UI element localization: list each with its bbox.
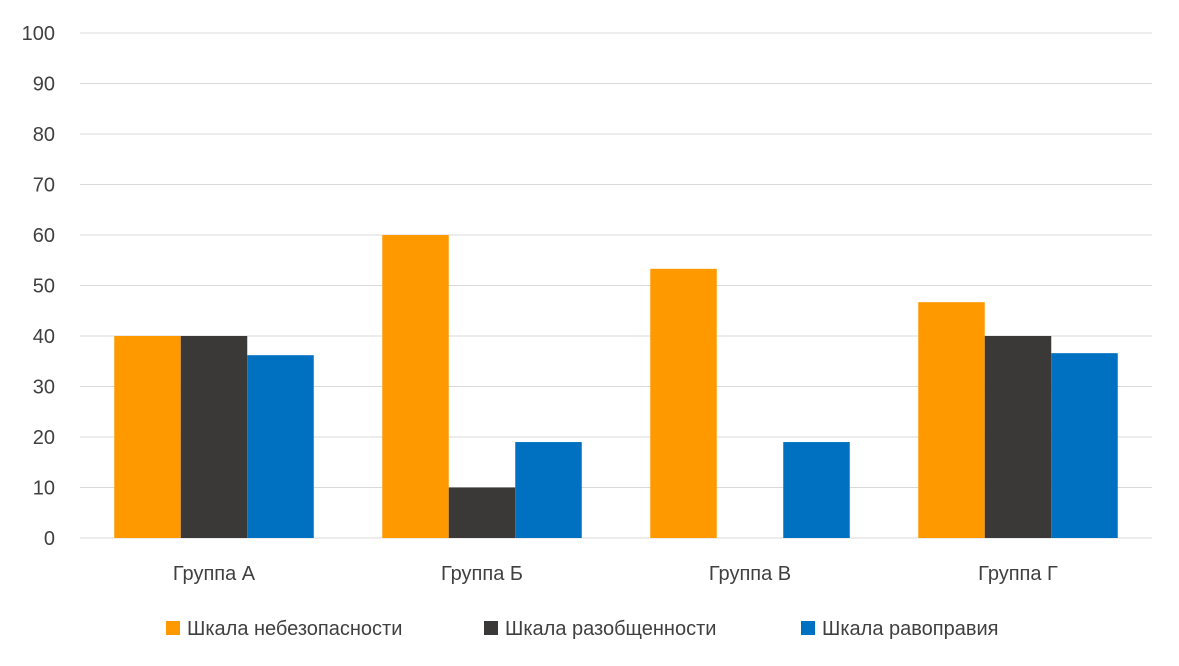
x-axis-category-labels: Группа А Группа Б Группа В Группа Г	[173, 563, 1058, 585]
y-tick-label: 40	[33, 326, 55, 348]
y-tick-label: 100	[22, 23, 55, 45]
legend-label: Шкала небезопасности	[187, 618, 402, 640]
bar	[1051, 353, 1118, 538]
y-tick-label: 90	[33, 74, 55, 96]
y-axis-tick-labels: 0 10 20 30 40 50 60 70 80 90 100	[22, 23, 55, 550]
legend-swatch	[484, 621, 498, 635]
bar	[918, 302, 985, 538]
bar	[448, 487, 516, 538]
bar	[783, 442, 850, 538]
y-tick-label: 50	[33, 276, 55, 298]
y-tick-label: 20	[33, 427, 55, 449]
bar	[247, 355, 314, 538]
bar	[650, 268, 717, 538]
y-tick-label: 80	[33, 124, 55, 146]
y-tick-label: 30	[33, 377, 55, 399]
legend-item: Шкала разобщенности	[484, 618, 716, 640]
bar	[515, 442, 582, 538]
legend: Шкала небезопасности Шкала разобщенности Ш…	[166, 618, 998, 640]
legend-label: Шкала разобщенности	[505, 618, 716, 640]
bar	[114, 336, 181, 538]
legend-swatch	[801, 621, 815, 635]
x-category-label: Группа А	[173, 563, 256, 585]
bar	[180, 336, 248, 538]
bars	[114, 235, 1118, 538]
x-category-label: Группа В	[709, 563, 791, 585]
legend-item: Шкала равоправия	[801, 618, 998, 640]
y-tick-label: 70	[33, 175, 55, 197]
legend-item: Шкала небезопасности	[166, 618, 402, 640]
legend-swatch	[166, 621, 180, 635]
y-tick-label: 10	[33, 478, 55, 500]
x-category-label: Группа Б	[441, 563, 523, 585]
bar	[984, 336, 1052, 538]
x-category-label: Группа Г	[978, 563, 1058, 585]
bar	[382, 235, 449, 538]
y-tick-label: 0	[44, 528, 55, 550]
legend-label: Шкала равоправия	[822, 618, 998, 640]
y-tick-label: 60	[33, 225, 55, 247]
